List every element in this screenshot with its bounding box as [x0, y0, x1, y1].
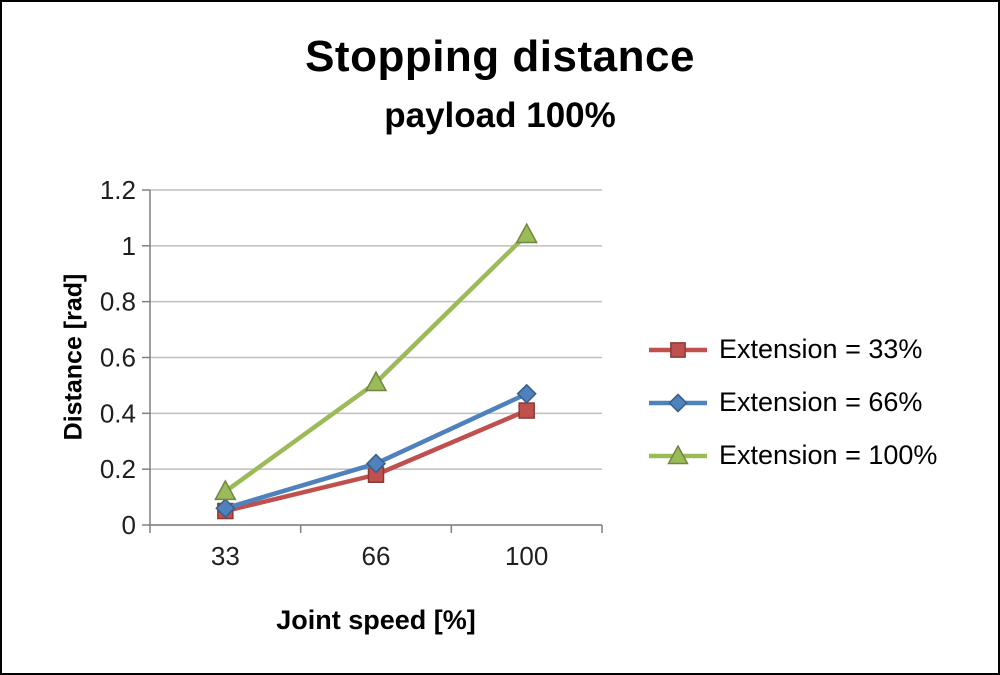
legend-label: Extension = 66%: [719, 387, 923, 417]
svg-text:33: 33: [211, 541, 240, 571]
y-axis-title: Distance [rad]: [59, 273, 88, 441]
svg-text:0.4: 0.4: [100, 398, 136, 428]
svg-text:0: 0: [122, 510, 136, 540]
x-axis-title: Joint speed [%]: [276, 605, 476, 635]
legend-diamond-marker-icon: [647, 389, 709, 417]
legend: Extension = 33% Extension = 66% Extensio…: [647, 334, 937, 471]
svg-text:0.8: 0.8: [100, 287, 136, 317]
legend-item: Extension = 66%: [647, 387, 937, 418]
legend-label: Extension = 33%: [719, 334, 923, 364]
svg-text:0.2: 0.2: [100, 454, 136, 484]
legend-square-marker-icon: [647, 336, 709, 364]
svg-text:0.6: 0.6: [100, 343, 136, 373]
chart-title: Stopping distance: [305, 32, 695, 81]
legend-triangle-marker-icon: [647, 442, 709, 470]
svg-text:100: 100: [505, 541, 548, 571]
legend-item: Extension = 33%: [647, 334, 937, 365]
svg-text:66: 66: [362, 541, 391, 571]
chart-plot: 0 0.2 0.4 0.6 0.8 1 1.2 33 66 100: [100, 175, 603, 571]
legend-item: Extension = 100%: [647, 440, 937, 471]
svg-text:1.2: 1.2: [100, 175, 136, 205]
legend-label: Extension = 100%: [719, 440, 938, 470]
svg-text:1: 1: [122, 231, 136, 261]
chart-subtitle: payload 100%: [384, 96, 616, 135]
